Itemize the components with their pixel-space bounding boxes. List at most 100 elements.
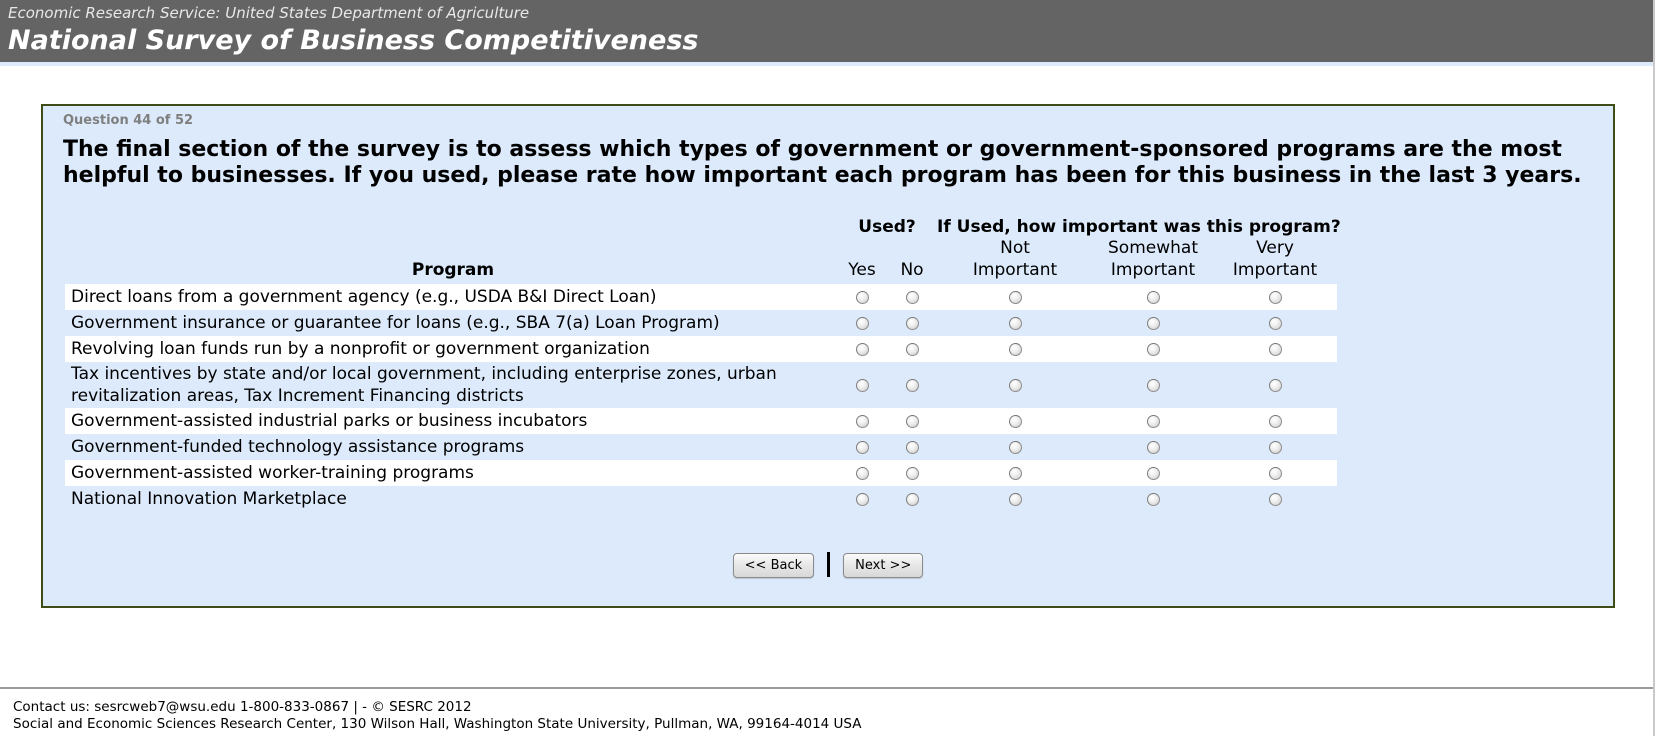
radio-cell (1093, 284, 1213, 310)
radio-used-no[interactable] (905, 378, 919, 392)
program-column-header: Program (411, 260, 495, 280)
yes-column-header: Yes (848, 260, 876, 280)
radio-cell (1213, 460, 1337, 486)
radio-cell (1213, 408, 1337, 434)
radio-not-important[interactable] (1008, 342, 1022, 356)
radio-used-yes[interactable] (855, 290, 869, 304)
radio-used-yes[interactable] (855, 466, 869, 480)
question-progress: Question 44 of 52 (63, 113, 194, 128)
radio-very-important[interactable] (1268, 466, 1282, 480)
radio-very-important[interactable] (1268, 492, 1282, 506)
radio-not-important[interactable] (1008, 316, 1022, 330)
table-row: Government-funded technology assistance … (65, 434, 1337, 460)
radio-cell (937, 310, 1093, 336)
table-row: Government-assisted worker-training prog… (65, 460, 1338, 486)
spacer-cell (65, 213, 837, 237)
radio-somewhat-important[interactable] (1146, 440, 1160, 454)
radio-cell (1093, 336, 1213, 362)
radio-cell (837, 408, 887, 434)
no-column-header: No (900, 260, 924, 280)
radio-cell (937, 362, 1093, 408)
radio-cell (1093, 460, 1213, 486)
used-group-header: Used? (858, 217, 916, 237)
column-header-row: Program Yes No Not Important Somewhat Im… (65, 237, 1337, 284)
radio-cell (837, 362, 887, 408)
program-rating-table: Used? If Used, how important was this pr… (65, 213, 1341, 512)
radio-cell (837, 310, 887, 336)
radio-not-important[interactable] (1008, 440, 1022, 454)
radio-somewhat-important[interactable] (1146, 290, 1160, 304)
radio-cell (1213, 486, 1337, 512)
radio-used-yes[interactable] (855, 414, 869, 428)
back-button[interactable]: << Back (732, 553, 815, 578)
radio-cell (887, 310, 937, 336)
radio-cell (1213, 310, 1337, 336)
next-button[interactable]: Next >> (843, 553, 924, 578)
radio-somewhat-important[interactable] (1146, 316, 1160, 330)
radio-cell (887, 336, 937, 362)
radio-very-important[interactable] (1268, 440, 1282, 454)
radio-cell (1093, 486, 1213, 512)
radio-very-important[interactable] (1268, 290, 1282, 304)
radio-cell (937, 408, 1093, 434)
table-row: National Innovation Marketplace (65, 486, 1337, 512)
button-separator (827, 552, 831, 577)
not-important-column-header: Not Important (972, 238, 1058, 280)
radio-very-important[interactable] (1268, 378, 1282, 392)
program-label: Government-funded technology assistance … (71, 437, 525, 457)
radio-very-important[interactable] (1268, 316, 1282, 330)
radio-somewhat-important[interactable] (1146, 342, 1160, 356)
radio-used-no[interactable] (905, 316, 919, 330)
radio-cell (837, 284, 887, 310)
program-label: National Innovation Marketplace (71, 489, 347, 509)
radio-cell (937, 434, 1093, 460)
radio-somewhat-important[interactable] (1146, 466, 1160, 480)
page-title: National Survey of Business Competitiven… (8, 25, 699, 56)
radio-used-no[interactable] (905, 342, 919, 356)
radio-used-no[interactable] (905, 492, 919, 506)
radio-cell (837, 434, 887, 460)
radio-cell (837, 486, 887, 512)
radio-somewhat-important[interactable] (1146, 492, 1160, 506)
radio-used-yes[interactable] (855, 316, 869, 330)
very-important-column-header: Very Important (1232, 238, 1318, 280)
radio-not-important[interactable] (1008, 492, 1022, 506)
radio-used-yes[interactable] (855, 492, 869, 506)
radio-cell (887, 408, 937, 434)
footer-text: Contact us: sesrcweb7@wsu.edu 1-800-833-… (0, 689, 1653, 736)
radio-used-no[interactable] (905, 466, 919, 480)
radio-not-important[interactable] (1008, 378, 1022, 392)
main-content: Question 44 of 52 The final section of t… (0, 66, 1653, 608)
radio-used-no[interactable] (905, 414, 919, 428)
program-label: Direct loans from a government agency (e… (71, 287, 657, 307)
radio-cell (937, 284, 1093, 310)
radio-cell (1213, 336, 1337, 362)
somewhat-important-column-header: Somewhat Important (1108, 238, 1198, 280)
footer-address-line: Social and Economic Sciences Research Ce… (13, 715, 862, 732)
table-row: Government-assisted industrial parks or … (65, 408, 1338, 434)
radio-used-yes[interactable] (855, 378, 869, 392)
footer-divider (0, 687, 1653, 689)
radio-used-yes[interactable] (855, 342, 869, 356)
radio-very-important[interactable] (1268, 414, 1282, 428)
radio-cell (1093, 434, 1213, 460)
radio-cell (837, 336, 887, 362)
radio-used-no[interactable] (905, 440, 919, 454)
radio-somewhat-important[interactable] (1146, 414, 1160, 428)
radio-somewhat-important[interactable] (1146, 378, 1160, 392)
radio-cell (1093, 362, 1213, 408)
app-header: Economic Research Service: United States… (0, 0, 1653, 62)
table-row: Government insurance or guarantee for lo… (65, 310, 1337, 336)
radio-used-no[interactable] (905, 290, 919, 304)
radio-very-important[interactable] (1268, 342, 1282, 356)
radio-cell (1213, 362, 1337, 408)
program-label: Government insurance or guarantee for lo… (71, 313, 720, 333)
radio-not-important[interactable] (1008, 466, 1022, 480)
table-row: Revolving loan funds run by a nonprofit … (65, 336, 1338, 362)
program-label: Revolving loan funds run by a nonprofit … (71, 339, 650, 359)
radio-not-important[interactable] (1008, 414, 1022, 428)
radio-used-yes[interactable] (855, 440, 869, 454)
radio-not-important[interactable] (1008, 290, 1022, 304)
program-label: Government-assisted worker-training prog… (71, 463, 474, 483)
